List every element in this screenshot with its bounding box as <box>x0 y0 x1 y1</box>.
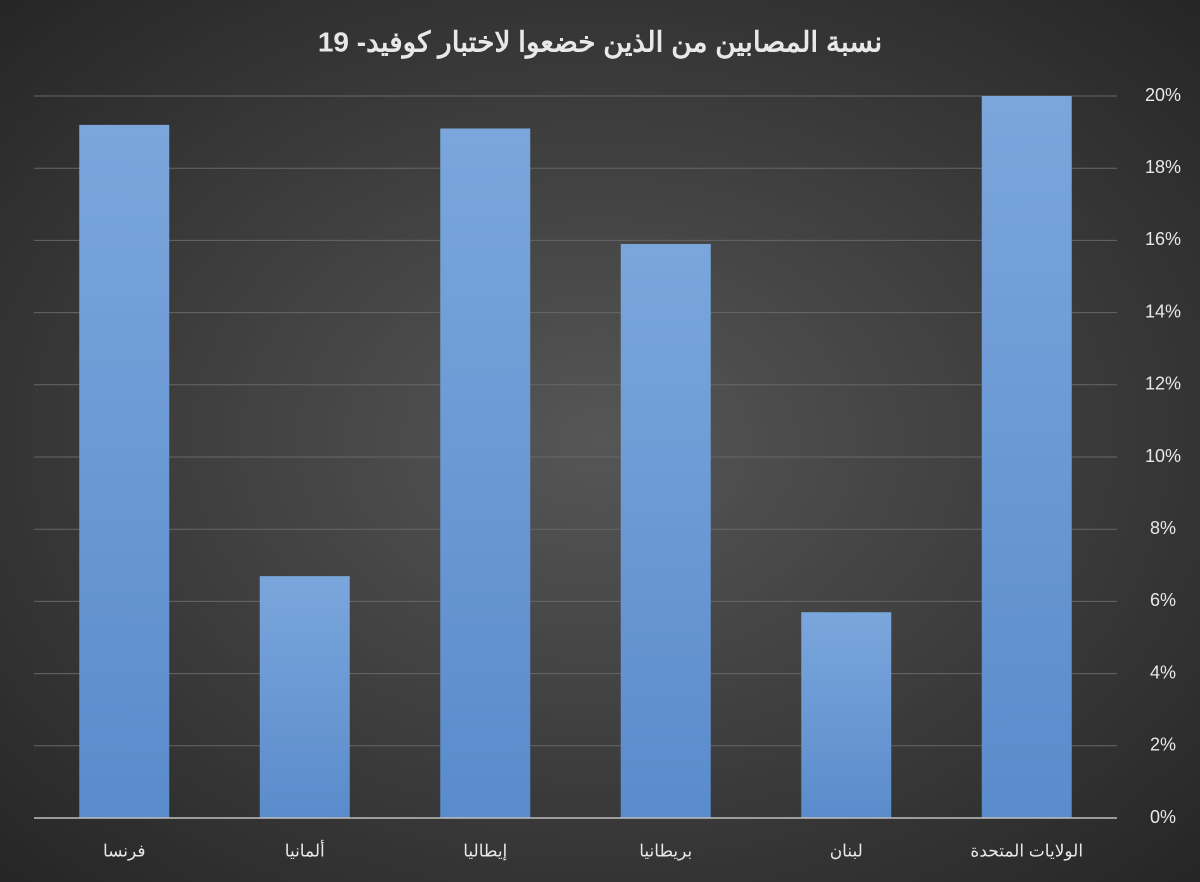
x-tick-label: فرنسا <box>103 841 146 861</box>
y-tick-label: 16% <box>1145 229 1181 249</box>
bar <box>79 124 170 818</box>
y-tick-label: 0% <box>1150 807 1176 827</box>
y-tick-label: 10% <box>1145 446 1181 466</box>
y-tick-label: 8% <box>1150 518 1176 538</box>
y-tick-label: 14% <box>1145 301 1181 321</box>
x-tick-label: الولايات المتحدة <box>970 841 1083 861</box>
y-tick-label: 6% <box>1150 590 1176 610</box>
y-tick-label: 2% <box>1150 735 1176 755</box>
y-tick-label: 20% <box>1145 85 1181 105</box>
y-tick-label: 18% <box>1145 157 1181 177</box>
bar <box>259 576 350 818</box>
chart-title: نسبة المصابين من الذين خضعوا لاختبار كوف… <box>318 26 882 59</box>
bar <box>801 612 892 818</box>
x-tick-label: لبنان <box>830 841 863 860</box>
x-tick-label: بريطانيا <box>639 841 692 861</box>
bar <box>981 96 1072 818</box>
x-tick-label: إيطاليا <box>463 841 507 860</box>
x-tick-label: ألمانيا <box>285 839 325 860</box>
y-tick-label: 12% <box>1145 374 1181 394</box>
y-tick-label: 4% <box>1150 662 1176 682</box>
bar <box>440 128 531 819</box>
bar <box>620 244 711 818</box>
